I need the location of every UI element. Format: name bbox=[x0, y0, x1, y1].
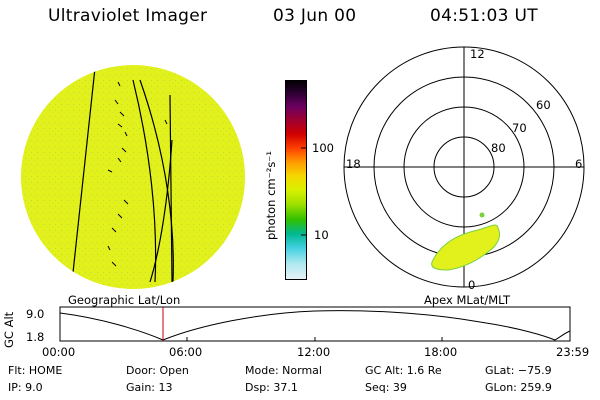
colorbar-tick-100: 100 bbox=[312, 141, 334, 155]
lat-label-80: 80 bbox=[491, 141, 506, 155]
timeline-tick-1200: 12:00 bbox=[297, 345, 331, 359]
lat-label-70: 70 bbox=[512, 121, 527, 135]
info-gain: Gain: 13 bbox=[126, 381, 173, 394]
mlt-label-6: 6 bbox=[575, 157, 583, 171]
info-glat: GLat: −75.9 bbox=[485, 364, 552, 377]
geographic-caption: Geographic Lat/Lon bbox=[68, 293, 181, 307]
colorbar bbox=[285, 80, 307, 280]
colorbar-tick-10: 10 bbox=[314, 228, 329, 242]
timeline-tick-1800: 18:00 bbox=[424, 345, 458, 359]
info-ip: IP: 9.0 bbox=[8, 381, 43, 394]
timeline-tick-0600: 06:00 bbox=[169, 345, 203, 359]
apex-caption: Apex MLat/MLT bbox=[424, 293, 511, 307]
timeline-tick-2359: 23:59 bbox=[556, 345, 590, 359]
timeline-axis-label: GC Alt bbox=[2, 311, 16, 348]
lat-label-60: 60 bbox=[536, 98, 551, 112]
info-mode: Mode: Normal bbox=[245, 364, 322, 377]
aurora-spot bbox=[479, 212, 485, 218]
auroral-oval bbox=[431, 224, 501, 271]
polar-plot bbox=[343, 46, 585, 288]
mlt-label-0: 0 bbox=[468, 278, 476, 292]
altitude-curve bbox=[59, 310, 571, 341]
info-seq: Seq: 39 bbox=[365, 381, 407, 394]
mlt-label-18: 18 bbox=[346, 157, 361, 171]
info-flt: Flt: HOME bbox=[8, 364, 63, 377]
coastline-dashes bbox=[107, 81, 168, 267]
date-label: 03 Jun 00 bbox=[273, 6, 357, 26]
timeline-y-bottom: 1.8 bbox=[26, 330, 45, 344]
info-dsp: Dsp: 37.1 bbox=[245, 381, 298, 394]
timeline-y-top: 9.0 bbox=[26, 307, 45, 321]
timeline-tick-0000: 00:00 bbox=[42, 345, 76, 359]
mlt-label-12: 12 bbox=[470, 47, 485, 61]
info-door: Door: Open bbox=[126, 364, 189, 377]
instrument-title: Ultraviolet Imager bbox=[48, 6, 208, 26]
info-gcalt: GC Alt: 1.6 Re bbox=[365, 364, 442, 377]
time-label: 04:51:03 UT bbox=[430, 6, 538, 26]
info-glon: GLon: 259.9 bbox=[485, 381, 552, 394]
meridian-lines bbox=[71, 67, 174, 283]
